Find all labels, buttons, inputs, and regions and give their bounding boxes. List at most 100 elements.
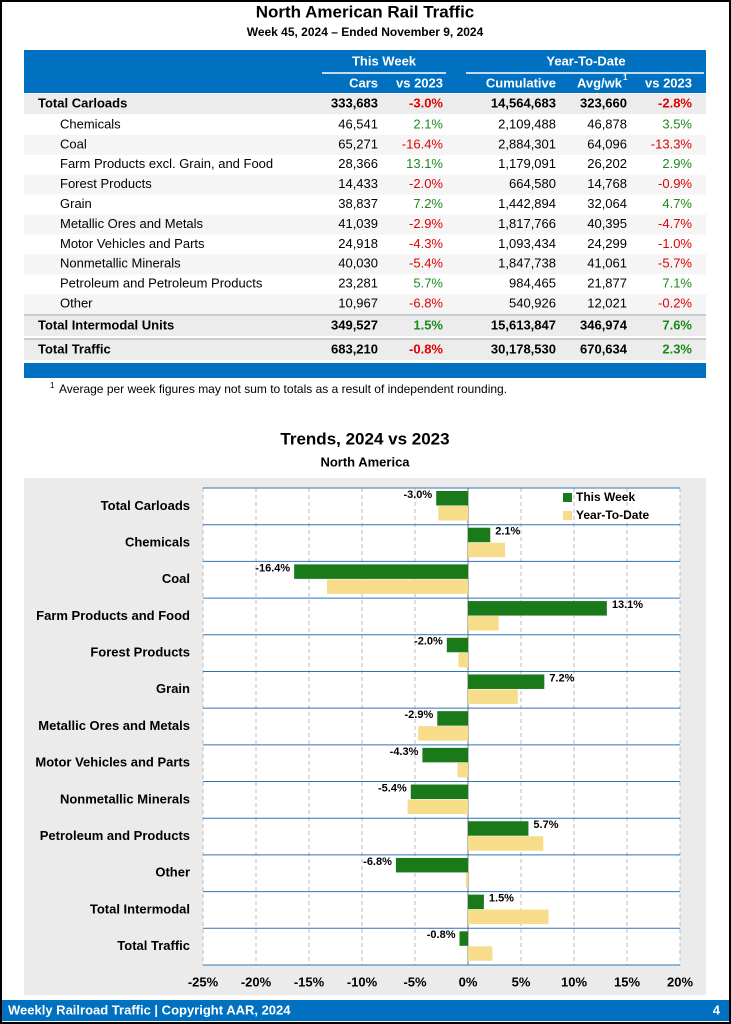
y-tick-label: Grain xyxy=(156,681,190,696)
cell: -13.3% xyxy=(651,136,693,151)
footnote-ref: 1 xyxy=(623,73,628,82)
bar xyxy=(436,491,468,506)
x-tick-label: 20% xyxy=(667,974,693,989)
cell: 2.9% xyxy=(662,156,692,171)
cell: -0.2% xyxy=(658,296,692,311)
cell: 2.1% xyxy=(413,116,443,131)
cell: 46,541 xyxy=(338,116,378,131)
cell: 21,877 xyxy=(587,276,627,291)
data-label: 5.7% xyxy=(533,819,558,831)
bar xyxy=(294,564,468,579)
cell: 7.1% xyxy=(662,276,692,291)
data-label: -4.3% xyxy=(390,746,419,758)
bar xyxy=(468,674,545,689)
cell: -2.9% xyxy=(409,216,443,231)
cell: -3.0% xyxy=(409,95,443,110)
row-label: Chemicals xyxy=(60,116,121,131)
bar xyxy=(446,637,468,653)
cell: -5.4% xyxy=(409,256,443,271)
page-number: 4 xyxy=(713,1002,721,1017)
cell: 1,847,738 xyxy=(498,256,556,271)
bar xyxy=(468,601,607,616)
data-label: -2.0% xyxy=(414,636,443,648)
y-tick-label: Petroleum and Products xyxy=(40,828,190,843)
cell: 346,974 xyxy=(580,317,628,332)
cell: 38,837 xyxy=(338,196,378,211)
bar xyxy=(410,784,468,800)
data-label: -2.9% xyxy=(405,709,434,721)
cell: 2.3% xyxy=(662,341,692,356)
bar xyxy=(395,857,468,873)
cell: 24,299 xyxy=(587,236,627,251)
y-tick-label: Total Traffic xyxy=(117,938,190,953)
bar xyxy=(422,747,468,763)
x-tick-label: -15% xyxy=(294,974,325,989)
cell: 15,613,847 xyxy=(491,317,556,332)
data-label: -16.4% xyxy=(255,562,290,574)
footnote-mark: 1 xyxy=(50,381,55,390)
cell: 323,660 xyxy=(580,95,627,110)
cell: 41,061 xyxy=(587,256,627,271)
cell: -0.8% xyxy=(409,341,443,356)
y-tick-label: Motor Vehicles and Parts xyxy=(35,755,190,770)
row-bg xyxy=(24,134,706,155)
bar xyxy=(468,542,506,558)
cell: -6.8% xyxy=(409,296,443,311)
x-tick-label: -10% xyxy=(347,974,378,989)
cell: -2.8% xyxy=(658,95,692,110)
cell: 664,580 xyxy=(509,176,556,191)
table-body: Total Carloads 333,683 -3.0% 14,564,683 323,… xyxy=(24,94,706,360)
y-tick-label: Farm Products and Food xyxy=(36,608,190,623)
y-tick-label: Forest Products xyxy=(90,645,190,660)
cell: -4.3% xyxy=(409,236,443,251)
row-label: Forest Products xyxy=(60,176,152,191)
table-footer-bar xyxy=(24,363,706,378)
bar xyxy=(468,894,484,910)
cell: 28,366 xyxy=(338,156,378,171)
x-tick-label: -25% xyxy=(188,974,219,989)
row-label: Farm Products excl. Grain, and Food xyxy=(60,156,273,171)
group-header: This Week xyxy=(352,53,417,68)
y-tick-label: Chemicals xyxy=(125,534,190,549)
data-label: 13.1% xyxy=(612,599,643,611)
column-header: Avg/wk xyxy=(577,75,623,90)
bar xyxy=(468,527,491,543)
cell: 30,178,530 xyxy=(491,341,556,356)
legend-swatch xyxy=(563,511,572,520)
bar xyxy=(468,909,549,925)
column-header: vs 2023 xyxy=(645,75,692,90)
cell: 1,093,434 xyxy=(498,236,556,251)
cell: 24,918 xyxy=(338,236,378,251)
column-header: Cumulative xyxy=(486,75,556,90)
legend-label: This Week xyxy=(576,490,635,504)
legend-label: Year-To-Date xyxy=(576,508,649,522)
cell: 984,465 xyxy=(509,276,556,291)
chart: -25% -20% -15% -10% -5% 0% 5% 10% 15% 20% Total Ca… xyxy=(35,487,693,989)
cell: 7.2% xyxy=(413,196,443,211)
bar xyxy=(468,821,529,836)
group-header: Year-To-Date xyxy=(546,53,625,68)
cell: -4.7% xyxy=(658,216,692,231)
row-bg xyxy=(24,94,706,114)
row-label: Total Carloads xyxy=(38,95,127,110)
cell: 683,210 xyxy=(331,341,378,356)
row-bg xyxy=(24,294,706,315)
cell: 14,433 xyxy=(338,176,378,191)
cell: 2,884,301 xyxy=(498,136,556,151)
x-tick-label: 10% xyxy=(561,974,587,989)
y-tick-label: Nonmetallic Minerals xyxy=(60,791,190,806)
data-label: -0.8% xyxy=(427,929,456,941)
cell: 41,039 xyxy=(338,216,378,231)
bar xyxy=(459,931,468,946)
cell: 540,926 xyxy=(509,296,556,311)
cell: -0.9% xyxy=(658,176,692,191)
row-label: Petroleum and Petroleum Products xyxy=(60,276,263,291)
row-label: Total Traffic xyxy=(38,341,111,356)
row-bg xyxy=(24,254,706,275)
footnote-text: Average per week figures may not sum to … xyxy=(59,382,507,396)
data-label: 2.1% xyxy=(495,526,520,538)
cell: -5.7% xyxy=(658,256,692,271)
footer-text: Weekly Railroad Traffic | Copyright AAR,… xyxy=(8,1002,291,1017)
row-label: Other xyxy=(60,296,93,311)
